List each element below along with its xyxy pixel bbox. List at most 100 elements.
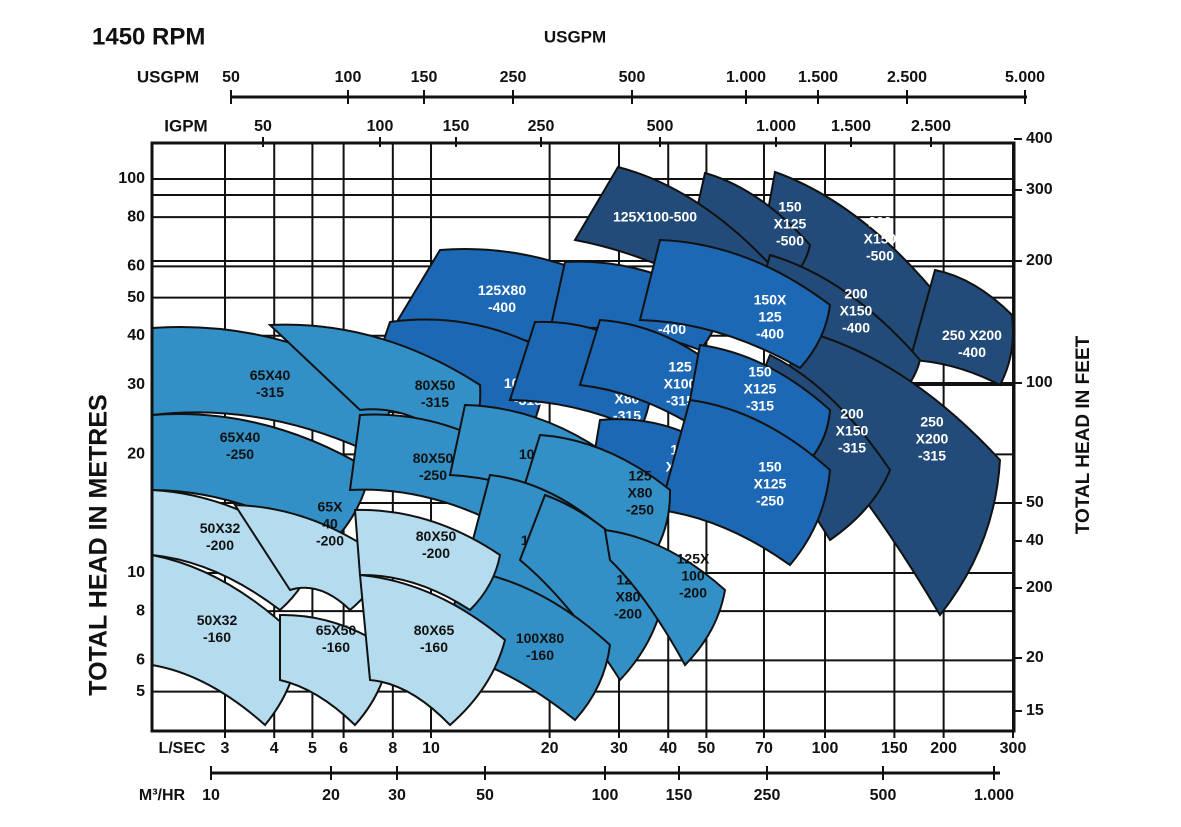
region-label: -200 [316,533,344,549]
region-label: -400 [958,344,986,360]
igpm-tick-label: 250 [528,118,555,135]
pump-region [638,238,832,370]
usgpm-tick-label: 1.500 [798,69,838,86]
title: 1450 RPM [92,23,205,50]
usgpm-tick-label: 100 [335,69,362,86]
region-label: X80 [628,485,653,501]
region-label: 65X40 [220,429,261,445]
region-label: X150 [864,231,897,247]
region-label: 65X50 [316,622,357,638]
pump-region [151,413,372,547]
region-label: X200 [916,431,949,447]
feet-tick-label: 200 [1026,252,1053,269]
feet-tick-label: 200 [1026,579,1053,596]
igpm-tick-label: 1.000 [756,118,796,135]
region-label: -315 [666,393,694,409]
x-tick-label: 150 [881,740,908,757]
y-tick-label: 5 [136,683,145,700]
usgpm-tick-label: 250 [500,69,527,86]
m3hr-tick-label: 50 [476,787,494,804]
igpm-tick-label: 150 [443,118,470,135]
y-tick-label: 50 [127,289,145,306]
pump-region [279,613,392,727]
region-label: 125 [628,468,652,484]
x-tick-label: 4 [270,740,279,757]
region-label: 250 [920,414,944,430]
feet-tick-label: 50 [1026,494,1044,511]
region-label: 250 X200 [942,327,1002,343]
x-tick-label: 100 [812,740,839,757]
igpm-tick-label: 100 [367,118,394,135]
y-tick-label: 40 [127,327,145,344]
region-label: X80 [616,589,641,605]
region-label: -250 [419,467,447,483]
region-label: X125 [744,381,777,397]
region-label: -200 [679,585,707,601]
region-label: 80X65 [414,622,455,638]
usgpm-tick-label: 2.500 [887,69,927,86]
region-label: 150 [758,459,782,475]
x-tick-label: 200 [930,740,957,757]
region-label: X100 [664,376,697,392]
pump-region [658,398,832,567]
x-tick-label: 300 [1000,740,1027,757]
m3hr-tick-label: 30 [388,787,406,804]
m3hr-tick-label: 10 [202,787,220,804]
y-tick-label: 30 [127,376,145,393]
y-tick-label: 6 [136,652,145,669]
region-label: -315 [746,398,774,414]
pump-region [358,573,507,727]
region-label: 50X32 [200,520,241,536]
region-label: 80X50 [416,528,457,544]
region-label: X150 [836,423,869,439]
feet-tick-label: 400 [1026,130,1053,147]
feet-tick-label: 20 [1026,649,1044,666]
igpm-tick-label: 50 [254,118,272,135]
region-label: 100 [681,568,705,584]
feet-tick-label: 300 [1026,181,1053,198]
region-label: -200 [206,537,234,553]
pump-region [603,528,727,667]
m3hr-tick-label: 20 [322,787,340,804]
y-tick-label: 8 [136,602,145,619]
x-tick-label: 30 [610,740,628,757]
region-label: 125 [758,309,782,325]
region-label: 125 [668,359,692,375]
region-label: -160 [322,639,350,655]
m3hr-tick-label: 100 [592,787,619,804]
pump-region [908,268,1015,387]
region-label: -500 [866,248,894,264]
igpm-label: IGPM [164,116,207,135]
pump-region [267,323,482,452]
y-tick-label: 20 [127,446,145,463]
region-label: 150 [748,364,772,380]
region-label: 200 [844,286,868,302]
m3hr-tick-label: 1.000 [974,787,1014,804]
region-label: 125X [677,551,710,567]
region-label: 80X50 [415,377,456,393]
x-tick-label: 8 [388,740,397,757]
x-tick-label: 20 [541,740,559,757]
region-label: -160 [420,639,448,655]
top-axis-title: USGPM [544,27,606,46]
igpm-tick-label: 2.500 [911,118,951,135]
feet-label: TOTAL HEAD IN FEET [1073,335,1094,534]
region-label: -315 [838,440,866,456]
region-label: -400 [756,326,784,342]
usgpm-tick-label: 150 [411,69,438,86]
region-label: -160 [203,629,231,645]
region-label: -160 [526,647,554,663]
region-label: 50X32 [197,612,238,628]
y-tick-label: 10 [127,564,145,581]
pump-region [353,508,502,612]
region-label: -250 [626,502,654,518]
feet-tick-label: 15 [1026,702,1044,719]
m3hr-tick-label: 500 [870,787,897,804]
region-label: -315 [918,448,946,464]
region-label: -250 [226,446,254,462]
plot-frame [150,141,1016,733]
feet-tick-label: 100 [1026,374,1053,391]
usgpm-tick-label: 50 [222,69,240,86]
m3hr-tick-label: 150 [666,787,693,804]
